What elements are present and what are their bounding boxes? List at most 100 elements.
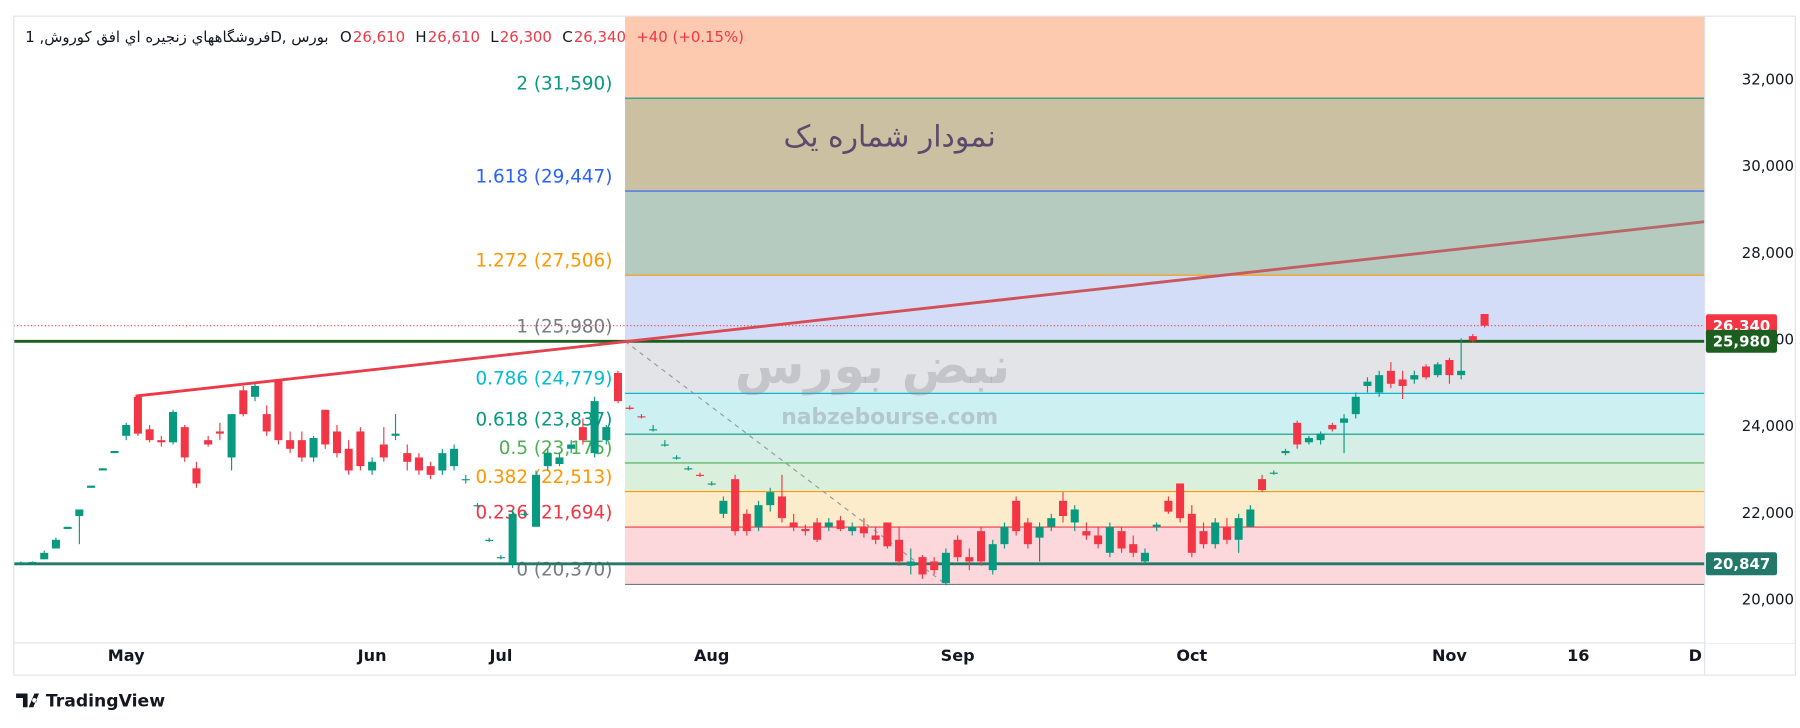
ohlc-value: 26,300 — [500, 28, 552, 46]
candle-body — [930, 561, 939, 571]
ohlc-value: 26,610 — [428, 28, 480, 46]
ohlc-key: C — [562, 28, 572, 46]
candle-body — [766, 492, 775, 506]
candle-body — [1293, 422, 1302, 445]
ohlc-key: L — [490, 28, 499, 46]
candle-body — [274, 379, 283, 441]
candle-body — [204, 440, 213, 445]
candle-body — [110, 450, 119, 454]
candle-body — [543, 453, 552, 467]
candle-body — [672, 457, 681, 459]
candle-body — [1258, 479, 1267, 490]
brand: TradingView — [46, 692, 165, 712]
candle-body — [777, 496, 786, 519]
candle-body — [1176, 483, 1185, 519]
candle-body — [239, 390, 248, 415]
candle-body — [1035, 526, 1044, 538]
candle-body — [51, 539, 60, 549]
fib-label: 0.382 (22,513) — [475, 467, 612, 488]
candle-body — [555, 457, 564, 464]
candle-body — [1199, 531, 1208, 545]
fib-zone — [625, 527, 1705, 585]
candle-body — [1351, 396, 1360, 415]
candle-body — [731, 479, 740, 532]
candle-body — [1433, 364, 1442, 376]
candle-body — [87, 485, 96, 488]
fib-zone — [625, 191, 1705, 276]
candle-body — [1211, 522, 1220, 545]
candle-body — [169, 411, 178, 443]
candle-body — [754, 505, 763, 527]
x-tick-label: Jul — [488, 646, 512, 665]
y-tick-label: 24,000 — [1742, 417, 1794, 435]
candle-body — [602, 427, 611, 441]
candle-body — [1375, 375, 1384, 393]
candle-body — [871, 535, 880, 540]
candle-body — [1328, 424, 1337, 430]
candle-body — [567, 444, 576, 449]
candle-body — [75, 509, 84, 516]
candle-body — [1398, 379, 1407, 386]
candle-body — [1094, 535, 1103, 545]
x-tick-label: Jun — [357, 646, 387, 665]
candle-body — [836, 520, 845, 529]
candle-body — [40, 552, 49, 560]
candle-body — [496, 557, 505, 559]
candle-body — [309, 437, 318, 458]
candle-body — [532, 474, 541, 527]
price-label: 25,980 — [1713, 332, 1771, 350]
candle-body — [321, 409, 330, 445]
candle-body — [660, 444, 669, 446]
candle-body — [789, 522, 798, 527]
tradingview-logo — [16, 693, 40, 708]
fib-label: 0.236 (21,694) — [475, 502, 612, 523]
x-tick-label: Nov — [1432, 646, 1467, 665]
symbol-title: فروشگاههاي زنجيره اي افق كوروش, 1D, بورس — [25, 28, 328, 46]
candle-body — [508, 513, 517, 564]
ohlc-key: O — [340, 28, 352, 46]
candle-body — [1410, 375, 1419, 380]
fib-label: 2 (31,590) — [516, 73, 612, 94]
candle-body — [965, 557, 974, 562]
candle-body — [614, 372, 623, 402]
candle-body — [262, 414, 271, 432]
candle-body — [625, 407, 634, 409]
fib-zone — [625, 16, 1705, 99]
x-tick-label: May — [108, 646, 145, 665]
y-tick-label: 28,000 — [1742, 244, 1794, 262]
x-tick-label: Oct — [1176, 646, 1207, 665]
candle-body — [1422, 366, 1431, 378]
change: +40 (+0.15%) — [636, 28, 744, 46]
trend-line — [135, 220, 1705, 398]
candle-body — [859, 526, 868, 534]
candle-body — [883, 522, 892, 547]
candle-body — [426, 466, 435, 475]
candle-body — [707, 483, 716, 485]
candle-body — [1363, 381, 1372, 386]
candle-body — [848, 526, 857, 532]
fib-zone — [625, 462, 1705, 492]
annotation: نمودار شماره یک — [784, 119, 996, 154]
candle-body — [1480, 314, 1489, 326]
y-tick-label: 20,000 — [1742, 590, 1794, 608]
fib-zone — [625, 341, 1705, 394]
candle-body — [133, 396, 142, 434]
candle-body — [227, 414, 236, 458]
candle-body — [1445, 359, 1454, 376]
candle-body — [286, 440, 295, 449]
candle-body — [297, 440, 306, 458]
candle-body — [988, 544, 997, 571]
candle-body — [485, 539, 494, 541]
candle-body — [461, 479, 470, 481]
watermark-url: nabzebourse.com — [781, 405, 998, 430]
x-tick-label: Sep — [941, 646, 975, 665]
candle-body — [63, 526, 72, 529]
candle-body — [719, 500, 728, 514]
candle-body — [895, 539, 904, 562]
watermark-logo: نبض بورس — [735, 336, 1010, 396]
x-tick-label: Aug — [694, 646, 729, 665]
fib-guide-line — [624, 340, 947, 585]
candle-body — [1152, 524, 1161, 527]
candle-body — [122, 424, 131, 436]
